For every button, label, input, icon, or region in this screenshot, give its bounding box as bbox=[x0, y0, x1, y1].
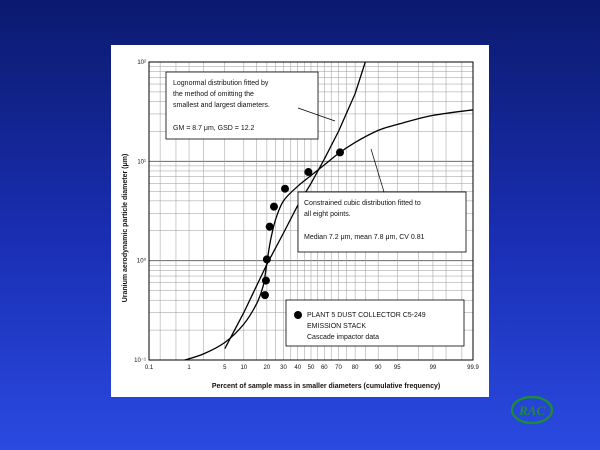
y-tick-label: 10¹ bbox=[137, 159, 146, 165]
data-point bbox=[265, 222, 274, 231]
rac-logo: RAC bbox=[508, 390, 556, 430]
y-tick-label: 10⁰ bbox=[137, 258, 147, 265]
annotation-lognormal-line2: the method of omitting the bbox=[173, 91, 254, 98]
series-cubic-curve bbox=[184, 109, 473, 360]
x-tick-labels: 0.1 1 5 10 20 30 40 50 60 70 80 90 95 99 99.9 bbox=[145, 365, 480, 371]
data-point bbox=[261, 276, 270, 285]
legend-box bbox=[285, 299, 465, 347]
data-point bbox=[262, 255, 271, 264]
legend-line2: EMISSION STACK bbox=[307, 323, 366, 330]
data-point bbox=[336, 148, 345, 157]
x-axis-title: Percent of sample mass in smaller diamet… bbox=[212, 383, 440, 390]
data-points bbox=[260, 148, 345, 300]
annotation-cubic-box bbox=[297, 191, 467, 253]
x-tick-label: 70 bbox=[335, 365, 342, 371]
x-tick-label: 5 bbox=[223, 365, 227, 371]
annotation-cubic-leader bbox=[370, 148, 385, 193]
data-point bbox=[269, 202, 278, 211]
x-tick-label: 1 bbox=[187, 365, 191, 371]
legend-marker bbox=[294, 311, 302, 319]
legend-line3: Cascade impactor data bbox=[307, 334, 379, 341]
y-tick-label: 10⁻¹ bbox=[134, 358, 146, 364]
y-axis-title: Uranium aerodynamic particle diameter (μ… bbox=[122, 154, 129, 303]
x-tick-label: 90 bbox=[375, 365, 382, 371]
annotation-lognormal-line3: smallest and largest diameters. bbox=[173, 102, 270, 109]
annotation-cubic-line1: Constrained cubic distribution fitted to bbox=[304, 200, 421, 207]
annotation-lognormal-line1: Lognormal distribution fitted by bbox=[173, 80, 269, 87]
data-point bbox=[260, 291, 269, 300]
legend-line1: PLANT 5 DUST COLLECTOR C5-249 bbox=[307, 312, 426, 319]
x-tick-label: 0.1 bbox=[145, 365, 154, 371]
annotation-lognormal-leader bbox=[297, 107, 336, 122]
rac-logo-text: RAC bbox=[518, 403, 545, 418]
chart-figure: 0.1 1 5 10 20 30 40 50 60 70 80 90 95 99 99.9 10⁻¹ 10⁰ 1… bbox=[111, 45, 489, 397]
x-tick-label: 60 bbox=[321, 365, 328, 371]
annotation-lognormal-box bbox=[165, 71, 319, 140]
x-tick-label: 99 bbox=[430, 365, 437, 371]
y-tick-labels: 10⁻¹ 10⁰ 10¹ 10² bbox=[134, 60, 146, 364]
annotation-cubic-stat: Median 7.2 μm, mean 7.8 μm, CV 0.81 bbox=[304, 234, 425, 241]
rac-logo-icon: RAC bbox=[510, 395, 554, 425]
data-point bbox=[304, 168, 313, 177]
x-tick-label: 80 bbox=[352, 365, 359, 371]
x-tick-label: 50 bbox=[308, 365, 315, 371]
chart-svg: 0.1 1 5 10 20 30 40 50 60 70 80 90 95 99 99.9 10⁻¹10⁰1… bbox=[122, 60, 480, 390]
data-point bbox=[281, 184, 290, 193]
x-tick-label: 10 bbox=[240, 365, 247, 371]
x-tick-label: 99.9 bbox=[467, 365, 479, 371]
x-tick-label: 95 bbox=[394, 365, 401, 371]
annotation-cubic-line2: all eight points. bbox=[304, 211, 351, 218]
x-tick-label: 30 bbox=[280, 365, 287, 371]
annotation-cubic: Constrained cubic distribution fitted to… bbox=[297, 148, 467, 253]
x-tick-label: 40 bbox=[294, 365, 301, 371]
legend: PLANT 5 DUST COLLECTOR C5-249 EMISSION S… bbox=[285, 299, 465, 347]
y-tick-label: 10² bbox=[137, 60, 146, 66]
plot-frame bbox=[148, 61, 474, 361]
annotation-lognormal: Lognormal distribution fitted by the met… bbox=[165, 71, 336, 140]
rac-logo-ring bbox=[510, 395, 554, 425]
x-tick-label: 20 bbox=[264, 365, 271, 371]
annotation-lognormal-stat: GM = 8.7 μm, GSD = 12.2 bbox=[173, 125, 255, 132]
